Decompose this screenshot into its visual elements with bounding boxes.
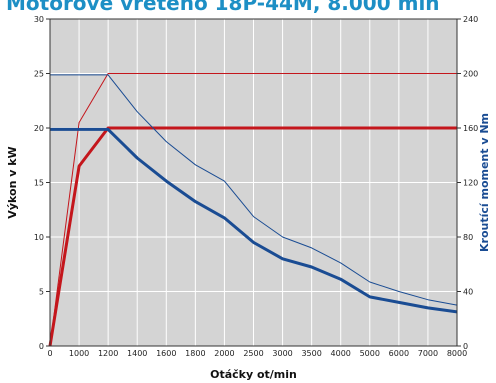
y-tick-label-right: 120	[463, 179, 478, 188]
y-tick-label-left: 0	[39, 342, 44, 351]
y-tick-label-left: 15	[34, 179, 44, 188]
tick-labels: 0 1000 1200 1400 1600 1800 2000 2500 3000 3500 400…	[34, 15, 478, 358]
y-tick-label-right: 80	[463, 233, 473, 242]
x-tick-label: 7000	[418, 349, 438, 358]
x-tick-label: 1600	[156, 349, 176, 358]
x-tick-label: 1400	[127, 349, 147, 358]
x-tick-label: 5000	[360, 349, 380, 358]
series-line-4	[50, 74, 458, 306]
x-tick-label: 3500	[301, 349, 321, 358]
y-tick-label-right: 240	[463, 15, 478, 24]
y-tick-label-right: 200	[463, 70, 478, 79]
x-axis-label: Otáčky ot/min	[210, 368, 297, 381]
x-tick-label: 1200	[98, 349, 118, 358]
x-tick-label: 6000	[389, 349, 409, 358]
y-tick-label-left: 20	[34, 124, 44, 133]
x-tick-label: 3000	[272, 349, 292, 358]
y-tick-label-right: 0	[463, 342, 468, 351]
series-lines	[48, 73, 458, 347]
x-tick-label: 8000	[447, 349, 467, 358]
series-line-1	[48, 126, 457, 347]
y-tick-label-left: 5	[39, 288, 44, 297]
x-tick-label: 2500	[243, 349, 263, 358]
y-tick-label-right: 160	[463, 124, 478, 133]
y-tick-label-right: 40	[463, 288, 473, 297]
y-axis-left-label: Výkon v kW	[6, 146, 19, 218]
series-line-2	[49, 73, 457, 347]
chart-title: Motorové vřeteno 18P-44M, 8.000 min	[6, 0, 440, 15]
x-tick-label: 4000	[331, 349, 351, 358]
x-tick-label: 1800	[185, 349, 205, 358]
y-tick-label-left: 10	[34, 233, 44, 242]
x-tick-label: 0	[47, 349, 52, 358]
x-tick-label: 1000	[69, 349, 89, 358]
y-tick-label-left: 25	[34, 70, 44, 79]
series-line-3	[50, 127, 458, 314]
x-tick-label: 2000	[214, 349, 234, 358]
y-axis-right-label: Kroutící moment v Nm	[478, 113, 491, 252]
y-tick-label-left: 30	[34, 15, 44, 24]
